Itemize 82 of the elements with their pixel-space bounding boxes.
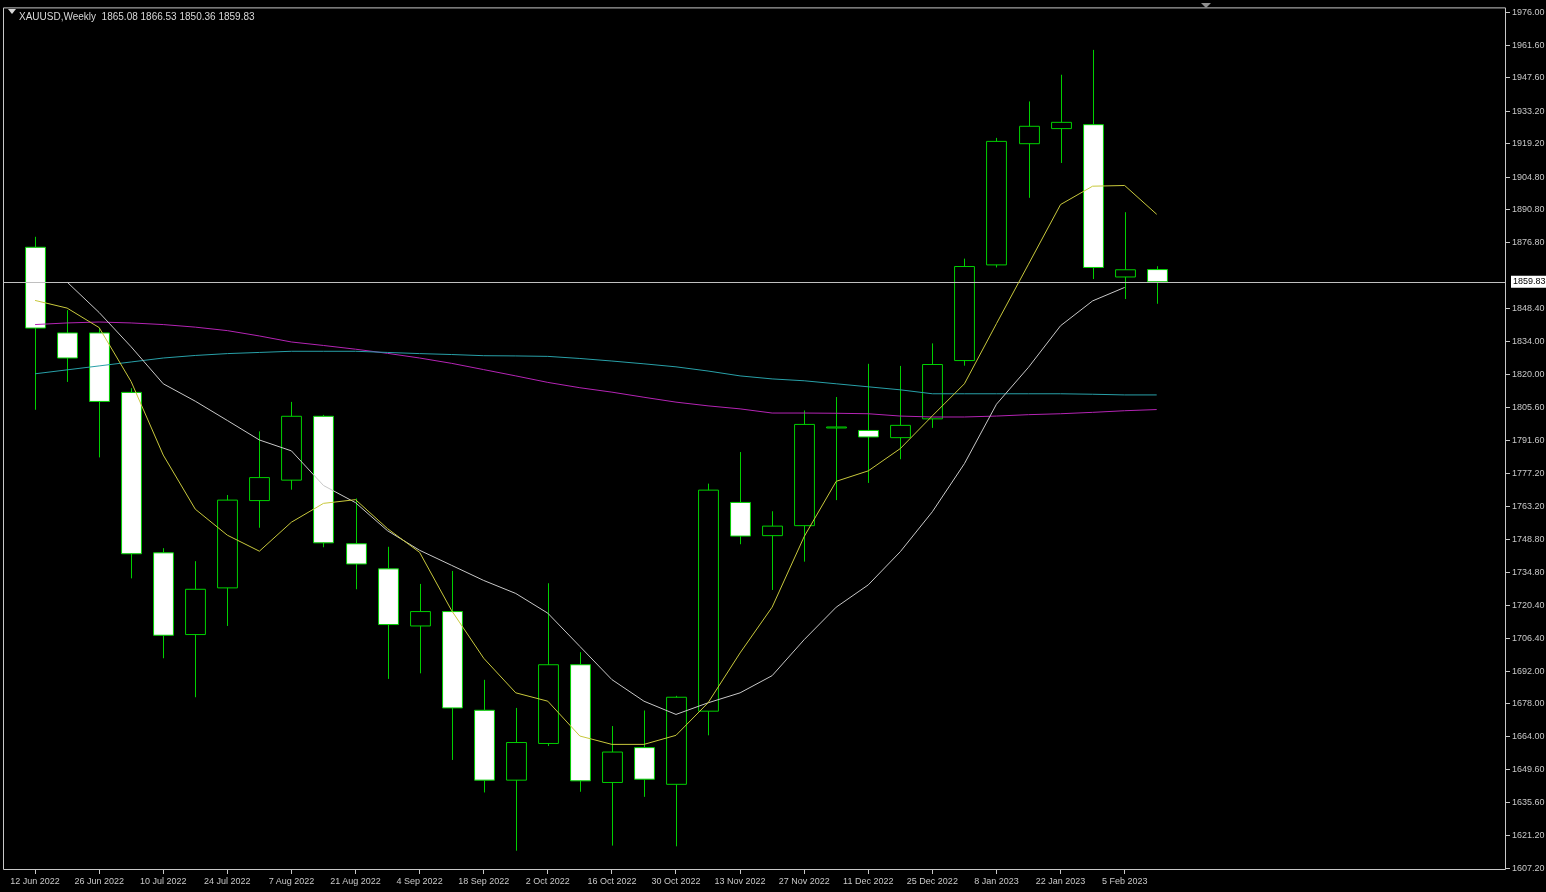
x-tick-label: 21 Aug 2022 bbox=[330, 875, 381, 886]
candlestick bbox=[281, 401, 302, 491]
x-tick-label: 24 Jul 2022 bbox=[204, 875, 251, 886]
x-tick-label: 16 Oct 2022 bbox=[587, 875, 637, 886]
candlestick bbox=[570, 651, 591, 793]
candlestick bbox=[954, 258, 975, 367]
x-tick-label: 8 Jan 2023 bbox=[974, 875, 1019, 886]
y-tick-label: 1820.00 bbox=[1512, 368, 1545, 379]
candlestick bbox=[538, 582, 559, 747]
y-tick-label: 1947.60 bbox=[1512, 72, 1545, 83]
y-tick-label: 1678.00 bbox=[1512, 698, 1545, 709]
y-tick-label: 1777.20 bbox=[1512, 468, 1545, 479]
candlestick bbox=[506, 707, 527, 852]
candlestick bbox=[1115, 211, 1136, 300]
y-tick-label: 1834.00 bbox=[1512, 336, 1545, 347]
candlestick bbox=[1051, 74, 1072, 164]
y-tick-label: 1791.60 bbox=[1512, 434, 1545, 445]
candlestick bbox=[25, 236, 46, 411]
y-tick-label: 1890.80 bbox=[1512, 204, 1545, 215]
y-tick-label: 1649.60 bbox=[1512, 764, 1545, 775]
y-tick-label: 1635.60 bbox=[1512, 796, 1545, 807]
candlestick bbox=[313, 414, 334, 548]
y-tick-label: 1961.60 bbox=[1512, 39, 1545, 50]
candlestick bbox=[986, 137, 1007, 268]
x-tick-label: 22 Jan 2023 bbox=[1035, 875, 1086, 886]
y-tick-label: 1664.00 bbox=[1512, 730, 1545, 741]
candlestick bbox=[474, 679, 495, 793]
x-tick-label: 12 Jun 2022 bbox=[10, 875, 60, 886]
x-tick-label: 4 Sep 2022 bbox=[396, 875, 443, 886]
y-tick-label: 1706.40 bbox=[1512, 632, 1545, 643]
y-tick-label: 1720.40 bbox=[1512, 600, 1545, 611]
candlestick bbox=[1019, 100, 1040, 199]
y-tick-label: 1933.20 bbox=[1512, 105, 1545, 116]
candlestick bbox=[217, 494, 238, 627]
x-tick-label: 10 Jul 2022 bbox=[139, 875, 187, 886]
y-tick-label: 1904.80 bbox=[1512, 171, 1545, 182]
x-tick-label: 11 Dec 2022 bbox=[843, 875, 894, 886]
candlestick bbox=[826, 396, 847, 501]
y-tick-label: 1919.20 bbox=[1512, 138, 1545, 149]
candlestick bbox=[698, 483, 719, 736]
candlestick bbox=[1083, 49, 1104, 280]
candlestick bbox=[185, 560, 206, 698]
candlestick bbox=[89, 327, 110, 458]
candlestick bbox=[153, 547, 174, 659]
x-tick-label: 18 Sep 2022 bbox=[458, 875, 510, 886]
candlestick bbox=[249, 430, 270, 529]
candlestick bbox=[121, 387, 142, 579]
y-tick-label: 1763.20 bbox=[1512, 500, 1545, 511]
candlestick bbox=[730, 451, 751, 545]
y-tick-label: 1748.80 bbox=[1512, 534, 1545, 545]
x-tick-label: 7 Aug 2022 bbox=[268, 875, 315, 886]
candlestick bbox=[922, 342, 943, 429]
x-tick-label: 30 Oct 2022 bbox=[651, 875, 701, 886]
chart-title: XAUUSD,Weekly 1865.08 1866.53 1850.36 1859.83 bbox=[19, 11, 255, 23]
candlestick bbox=[858, 363, 879, 484]
x-tick-label: 5 Feb 2023 bbox=[1101, 875, 1148, 886]
y-tick-label: 1734.80 bbox=[1512, 566, 1545, 577]
y-tick-label: 1876.80 bbox=[1512, 236, 1545, 247]
y-tick-label: 1621.20 bbox=[1512, 830, 1545, 841]
candlestick bbox=[1147, 265, 1168, 305]
candlestick bbox=[410, 583, 431, 674]
candlestick bbox=[890, 365, 911, 460]
candlestick bbox=[762, 510, 783, 591]
y-tick-label: 1692.00 bbox=[1512, 665, 1545, 676]
candlestick bbox=[634, 709, 655, 798]
x-tick-label: 13 Nov 2022 bbox=[714, 875, 766, 886]
x-tick-label: 2 Oct 2022 bbox=[525, 875, 570, 886]
y-tick-label: 1607.20 bbox=[1512, 862, 1545, 873]
y-tick-label: 1805.60 bbox=[1512, 402, 1545, 413]
candlestick bbox=[378, 546, 399, 680]
candlestick bbox=[794, 409, 815, 563]
candlestick bbox=[57, 309, 78, 383]
y-tick-label: 1848.40 bbox=[1512, 302, 1545, 313]
x-tick-label: 27 Nov 2022 bbox=[778, 875, 830, 886]
candlestick bbox=[602, 725, 623, 847]
candlestick bbox=[346, 497, 367, 590]
x-tick-label: 26 Jun 2022 bbox=[74, 875, 124, 886]
y-tick-label: 1976.00 bbox=[1512, 6, 1545, 17]
candlestick bbox=[666, 695, 687, 847]
ref-line-label: 1859.83 bbox=[1513, 276, 1546, 287]
candlestick bbox=[442, 570, 463, 761]
x-tick-label: 25 Dec 2022 bbox=[906, 875, 958, 886]
